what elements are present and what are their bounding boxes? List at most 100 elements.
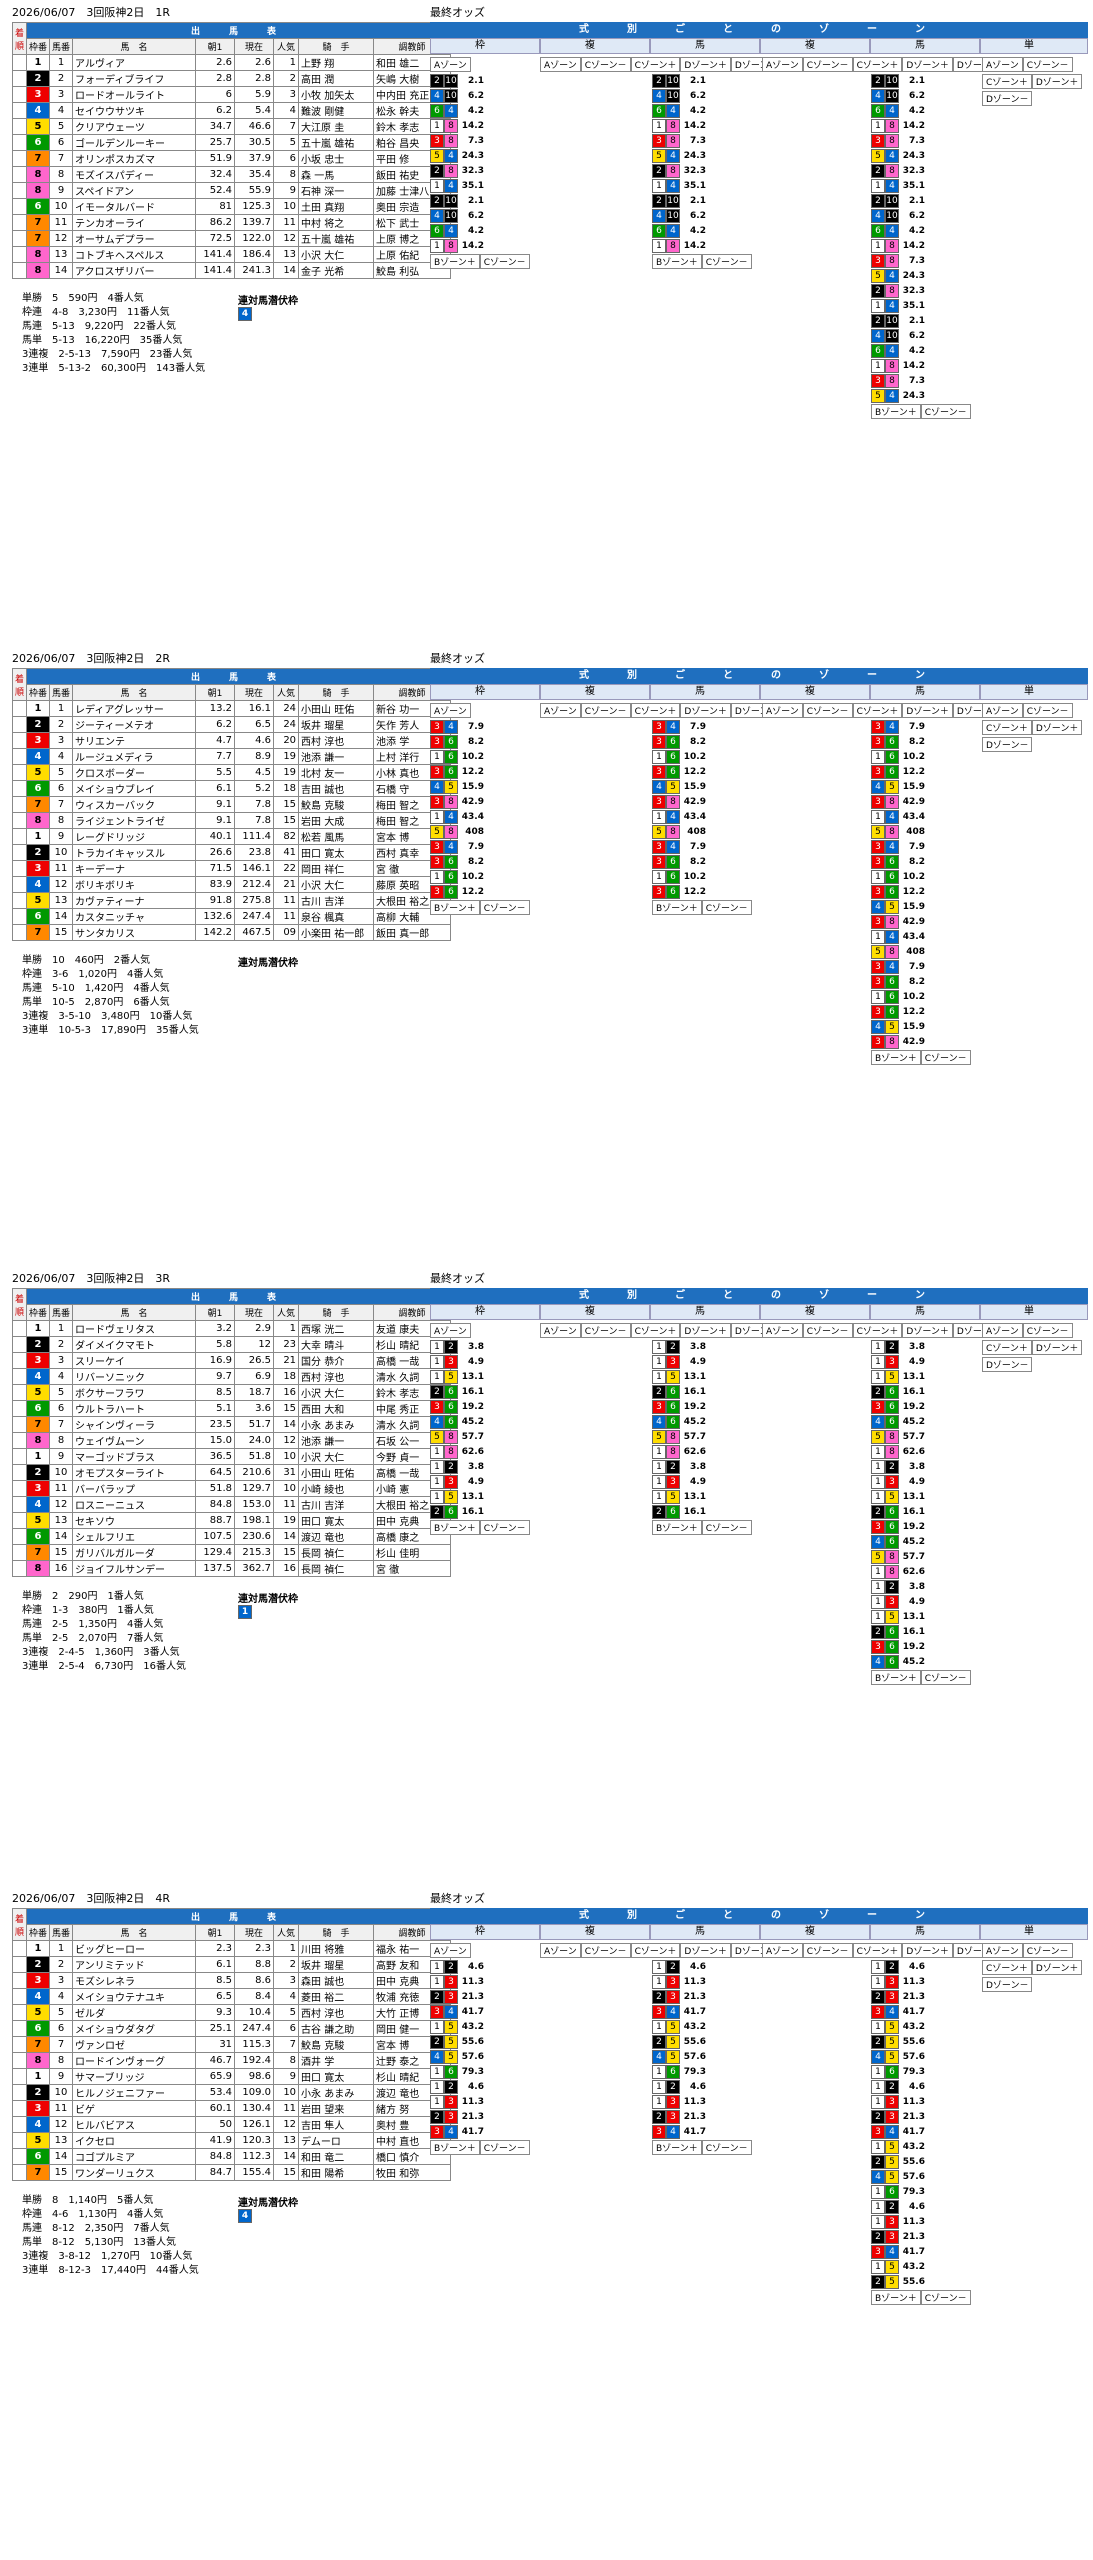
- jockey-name: 酒井 学: [298, 2052, 375, 2069]
- zone-chip: 1: [652, 2079, 666, 2094]
- horse-name: サリエンテ: [72, 732, 197, 749]
- zone-odds: 4.6: [468, 2081, 484, 2092]
- zone-chip: 6: [444, 1414, 458, 1429]
- zone-label: Cゾーン－: [802, 57, 853, 72]
- zone-row: 1 3 11.3: [430, 2094, 530, 2109]
- zone-odds: 12.2: [902, 886, 925, 897]
- ob-col-header: 着順: [11, 1908, 28, 1941]
- jockey-name: 吉田 隼人: [298, 2116, 375, 2133]
- zone-odds: 12.2: [683, 766, 706, 777]
- zone-chip: 3: [871, 839, 885, 854]
- zone-row: 1 2 3.8: [652, 1339, 752, 1354]
- ninki-cell: 20: [273, 732, 300, 749]
- jockey-name: 松若 風馬: [298, 828, 375, 845]
- zone-chip: 1: [871, 2094, 885, 2109]
- zone-chip: 6: [885, 2184, 899, 2199]
- zone-odds: 62.6: [461, 1446, 484, 1457]
- zone-chip: 2: [871, 1384, 885, 1399]
- ob-cell: [11, 844, 28, 861]
- zone-odds: 4.9: [909, 1476, 925, 1487]
- zone-subheader: 複: [540, 1304, 650, 1320]
- waku-cell: 5: [26, 1512, 51, 1529]
- zone-chip: 4: [885, 298, 899, 313]
- ob-cell: [11, 166, 28, 183]
- jockey-name: 小永 あまみ: [298, 2084, 375, 2101]
- odds-now: 98.6: [234, 2068, 275, 2085]
- zone-row: 3 6 12.2: [430, 764, 530, 779]
- zone-chip: 1: [652, 1474, 666, 1489]
- zone-chip: 6: [444, 1504, 458, 1519]
- zone-row: 1 5 13.1: [652, 1369, 752, 1384]
- zone-chip: 4: [666, 839, 680, 854]
- ninki-cell: 3: [273, 1972, 300, 1989]
- zone-odds: 24.3: [902, 150, 925, 161]
- horse-name: ウルトラハート: [72, 1400, 197, 1417]
- horse-name: ダイメイクマモト: [72, 1336, 197, 1353]
- waku-cell: 3: [26, 1480, 51, 1497]
- odds-now: 230.6: [234, 1528, 275, 1545]
- zone-odds: 43.2: [902, 2261, 925, 2272]
- zone-chip: 1: [871, 1489, 885, 1504]
- ninki-cell: 14: [273, 2148, 300, 2165]
- ninki-cell: 10: [273, 198, 300, 215]
- ninki-cell: 13: [273, 2132, 300, 2149]
- uma-cell: 9: [49, 182, 74, 199]
- odds-now: 130.4: [234, 2100, 275, 2117]
- odds-first: 13.2: [195, 700, 236, 717]
- zone-chip: 1: [871, 298, 885, 313]
- zone-row: 6 4 4.2: [871, 103, 971, 118]
- uma-cell: 7: [49, 1416, 74, 1433]
- zone-label: Dゾーン＋: [680, 57, 731, 72]
- odds-now: 10.4: [234, 2004, 275, 2021]
- waku-cell: 3: [26, 860, 51, 877]
- zone-chip: 5: [430, 824, 444, 839]
- ninki-cell: 22: [273, 860, 300, 877]
- jockey-name: 国分 恭介: [298, 1352, 375, 1369]
- zone-odds: 14.2: [461, 120, 484, 131]
- zone-odds: 408: [906, 946, 925, 957]
- horse-name: シェルフリエ: [72, 1528, 197, 1545]
- zone-chip: 2: [666, 2079, 680, 2094]
- zone-label: Bゾーン＋: [430, 1520, 480, 1535]
- horse-row: 8 8 ライジェントライゼ 9.1 7.8 15 岩田 大成 梅田 智之: [11, 812, 452, 829]
- zone-row: 1 3 4.9: [652, 1354, 752, 1369]
- zone-odds: 55.6: [902, 2156, 925, 2167]
- zone-chip: 5: [444, 779, 458, 794]
- zone-chip: 2: [430, 163, 444, 178]
- ninki-cell: 3: [273, 86, 300, 103]
- uma-cell: 3: [49, 1972, 74, 1989]
- zone-chip: 1: [430, 869, 444, 884]
- zone-odds: 6.2: [690, 90, 706, 101]
- zone-chip: 4: [430, 88, 444, 103]
- zone-chip: 1: [652, 1339, 666, 1354]
- waku-cell: 1: [26, 54, 51, 71]
- waku-cell: 5: [26, 764, 51, 781]
- result-line: 馬単 10-5 2,870円 6番人気: [22, 997, 170, 1008]
- odds-first: 71.5: [195, 860, 236, 877]
- zone-odds: 55.6: [461, 2036, 484, 2047]
- zone-row: 6 4 4.2: [652, 223, 752, 238]
- zone-row: 2 8 32.3: [430, 163, 530, 178]
- ninki-cell: 9: [273, 2068, 300, 2085]
- horse-row: 7 15 サンタカリス 142.2 467.5 09 小楽田 祐一郎 飯田 真一郎: [11, 924, 452, 941]
- horse-name: ウェイヴムーン: [72, 1432, 197, 1449]
- ninki-cell: 11: [273, 2100, 300, 2117]
- zone-chip: 3: [444, 2109, 458, 2124]
- zone-chip: 4: [444, 2004, 458, 2019]
- zone-odds: 15.9: [902, 901, 925, 912]
- zone-odds: 42.9: [902, 796, 925, 807]
- zone-chip: 6: [444, 884, 458, 899]
- ninki-cell: 16: [273, 1560, 300, 1577]
- odds-now: 112.3: [234, 2148, 275, 2165]
- zone-chip: 10: [666, 73, 680, 88]
- ob-cell: [11, 54, 28, 71]
- ninki-header: 人気: [273, 1304, 300, 1321]
- zone-chip: 5: [652, 1429, 666, 1444]
- odds-first: 60.1: [195, 2100, 236, 2117]
- zone-chip: 3: [430, 794, 444, 809]
- jockey-name: 和田 竜二: [298, 2148, 375, 2165]
- zone-chip: 4: [444, 719, 458, 734]
- zone-subheader: 単: [980, 1304, 1089, 1320]
- horse-row: 3 3 スリーケイ 16.9 26.5 21 国分 恭介 高橋 一哉: [11, 1352, 452, 1369]
